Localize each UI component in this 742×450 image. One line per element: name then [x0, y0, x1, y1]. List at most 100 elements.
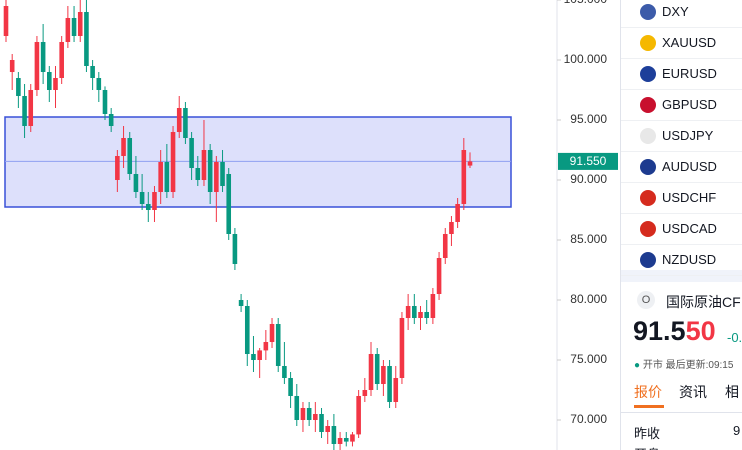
candle-body: [170, 132, 176, 192]
symbol: EURUSD: [662, 66, 717, 81]
candle-body: [412, 306, 417, 318]
watchlist-row[interactable]: AUDUSD: [621, 151, 742, 183]
candle-body: [238, 300, 244, 306]
candle-body: [47, 72, 52, 90]
candle-body: [108, 114, 114, 126]
candle-body: [34, 42, 40, 90]
tab[interactable]: 报价: [634, 384, 662, 400]
watchlist-row[interactable]: USDCAD: [621, 213, 742, 245]
flag-icon: [640, 34, 656, 51]
candle-body: [442, 234, 448, 258]
candle-body: [201, 150, 207, 180]
candle-body: [90, 66, 95, 78]
candle-body: [288, 378, 293, 396]
candle-body: [16, 78, 21, 96]
price-main: 91.5: [633, 316, 686, 346]
y-tick-label: 70.000: [570, 412, 607, 426]
symbol: USDCHF: [662, 190, 717, 205]
y-tick-label: 90.000: [570, 172, 607, 186]
tab-underline: [634, 405, 664, 408]
symbol: DXY: [662, 4, 689, 19]
candle-body: [102, 90, 108, 114]
y-tick-label: 85.000: [570, 232, 607, 246]
candle-body: [430, 294, 436, 318]
candle-body: [325, 426, 331, 432]
candle-body: [374, 354, 380, 384]
candle-body: [387, 366, 392, 402]
candle-body: [381, 366, 386, 384]
status-text: 开市 最后更新:09:15: [642, 360, 734, 371]
symbol-icon: O: [637, 291, 655, 309]
candle-body: [214, 162, 219, 192]
y-tick-label: 105.000: [564, 0, 608, 6]
candle-body: [313, 414, 318, 420]
candle-body: [251, 354, 256, 360]
candle-body: [343, 438, 349, 442]
symbol: USDCAD: [662, 221, 717, 236]
candle-body: [195, 168, 201, 180]
candle-body: [467, 161, 473, 166]
row-label: 开盘: [634, 444, 660, 450]
flag-icon: [640, 189, 656, 206]
candle-body: [232, 234, 238, 264]
price-tag-label: 91.550: [570, 154, 607, 168]
flag-icon: [640, 96, 656, 113]
candle-body: [405, 306, 411, 318]
candle-body: [220, 162, 225, 186]
tab[interactable]: 相: [725, 384, 739, 400]
watchlist-row[interactable]: NZDUSD: [621, 244, 742, 276]
candle-body: [418, 312, 423, 318]
candle-body: [300, 408, 306, 420]
price: 91.550: [633, 316, 716, 347]
y-tick-label: 95.000: [570, 112, 607, 126]
candle-body: [319, 414, 324, 432]
candle-body: [461, 150, 467, 204]
watchlist-row[interactable]: DXY: [621, 0, 742, 28]
price-tail: 50: [685, 316, 716, 346]
candle-body: [306, 408, 312, 420]
row-label: 昨收: [634, 426, 661, 441]
candle-body: [337, 438, 343, 444]
symbol: GBPUSD: [662, 97, 717, 112]
candle-body: [275, 324, 281, 366]
symbol: AUDUSD: [662, 159, 717, 174]
candle-body: [257, 350, 262, 360]
candle-body: [84, 12, 89, 66]
separator: [621, 412, 742, 413]
watchlist-row[interactable]: GBPUSD: [621, 89, 742, 121]
candle-body: [40, 42, 46, 72]
side-panel: O 国际原油CF 91.550 -0. ● 开市 最后更新:09:15 报价 资…: [620, 0, 742, 450]
candle-body: [71, 18, 77, 36]
candle-body: [133, 174, 139, 192]
candle-body: [65, 18, 71, 42]
symbol-name: 国际原油CF: [666, 294, 741, 310]
candle-body: [9, 60, 15, 72]
candle-body: [393, 378, 399, 402]
candle-body: [164, 162, 170, 192]
y-tick-label: 75.000: [570, 352, 607, 366]
flag-icon: [640, 65, 656, 82]
price-tag: [558, 152, 618, 170]
flag-icon: [640, 251, 656, 268]
candle-body: [368, 354, 374, 390]
watchlist-row[interactable]: XAUUSD: [621, 27, 742, 59]
flag-icon: [640, 127, 656, 144]
candle-body: [115, 156, 120, 180]
watchlist-row[interactable]: EURUSD: [621, 58, 742, 90]
y-tick-label: 80.000: [570, 292, 607, 306]
watchlist-row[interactable]: USDCHF: [621, 182, 742, 214]
change: -0.: [727, 330, 742, 345]
tab[interactable]: 资讯: [679, 384, 707, 400]
symbol: USDJPY: [662, 128, 714, 143]
watchlist-row[interactable]: USDJPY: [621, 120, 742, 152]
candle-body: [3, 6, 9, 36]
symbol: NZDUSD: [662, 252, 717, 267]
candle-body: [455, 204, 460, 222]
candle-body: [176, 108, 182, 132]
candle-body: [59, 42, 64, 78]
candle-body: [183, 108, 188, 138]
candle-body: [139, 192, 145, 204]
candle-body: [282, 366, 287, 378]
candle-body: [263, 342, 269, 351]
